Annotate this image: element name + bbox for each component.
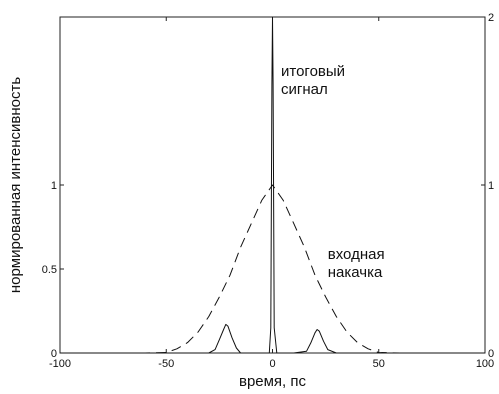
x-tick-label: -50 (158, 358, 174, 370)
annotation-line: входная (328, 246, 385, 263)
annotation-pump: входная накачка (328, 246, 385, 281)
series-group (60, 16, 485, 354)
x-tick-label: -100 (49, 358, 71, 370)
y-tick-label-right: 1 (488, 180, 494, 192)
y-tick-label-left: 0 (51, 348, 57, 360)
x-tick-label: 100 (476, 358, 494, 370)
annotation-line: итоговый (281, 63, 345, 80)
y-tick-label-left: 0.5 (42, 264, 57, 276)
series-line-pump (60, 184, 485, 354)
y-tick-label-right: 0 (488, 348, 494, 360)
annotation-output: итоговый сигнал (281, 63, 345, 98)
annotation-line: сигнал (281, 81, 328, 98)
x-tick-label: 0 (269, 358, 275, 370)
x-tick-label: 50 (373, 358, 385, 370)
annotations: итоговый сигнал входная накачка (281, 63, 385, 281)
series-line-output (60, 16, 485, 354)
y-tick-label-left: 1 (51, 180, 57, 192)
y-axis-label: нормированная интенсивность (7, 77, 24, 294)
y-tick-label-right: 2 (488, 12, 494, 24)
x-axis-label: время, пс (239, 373, 307, 390)
annotation-line: накачка (328, 264, 383, 281)
